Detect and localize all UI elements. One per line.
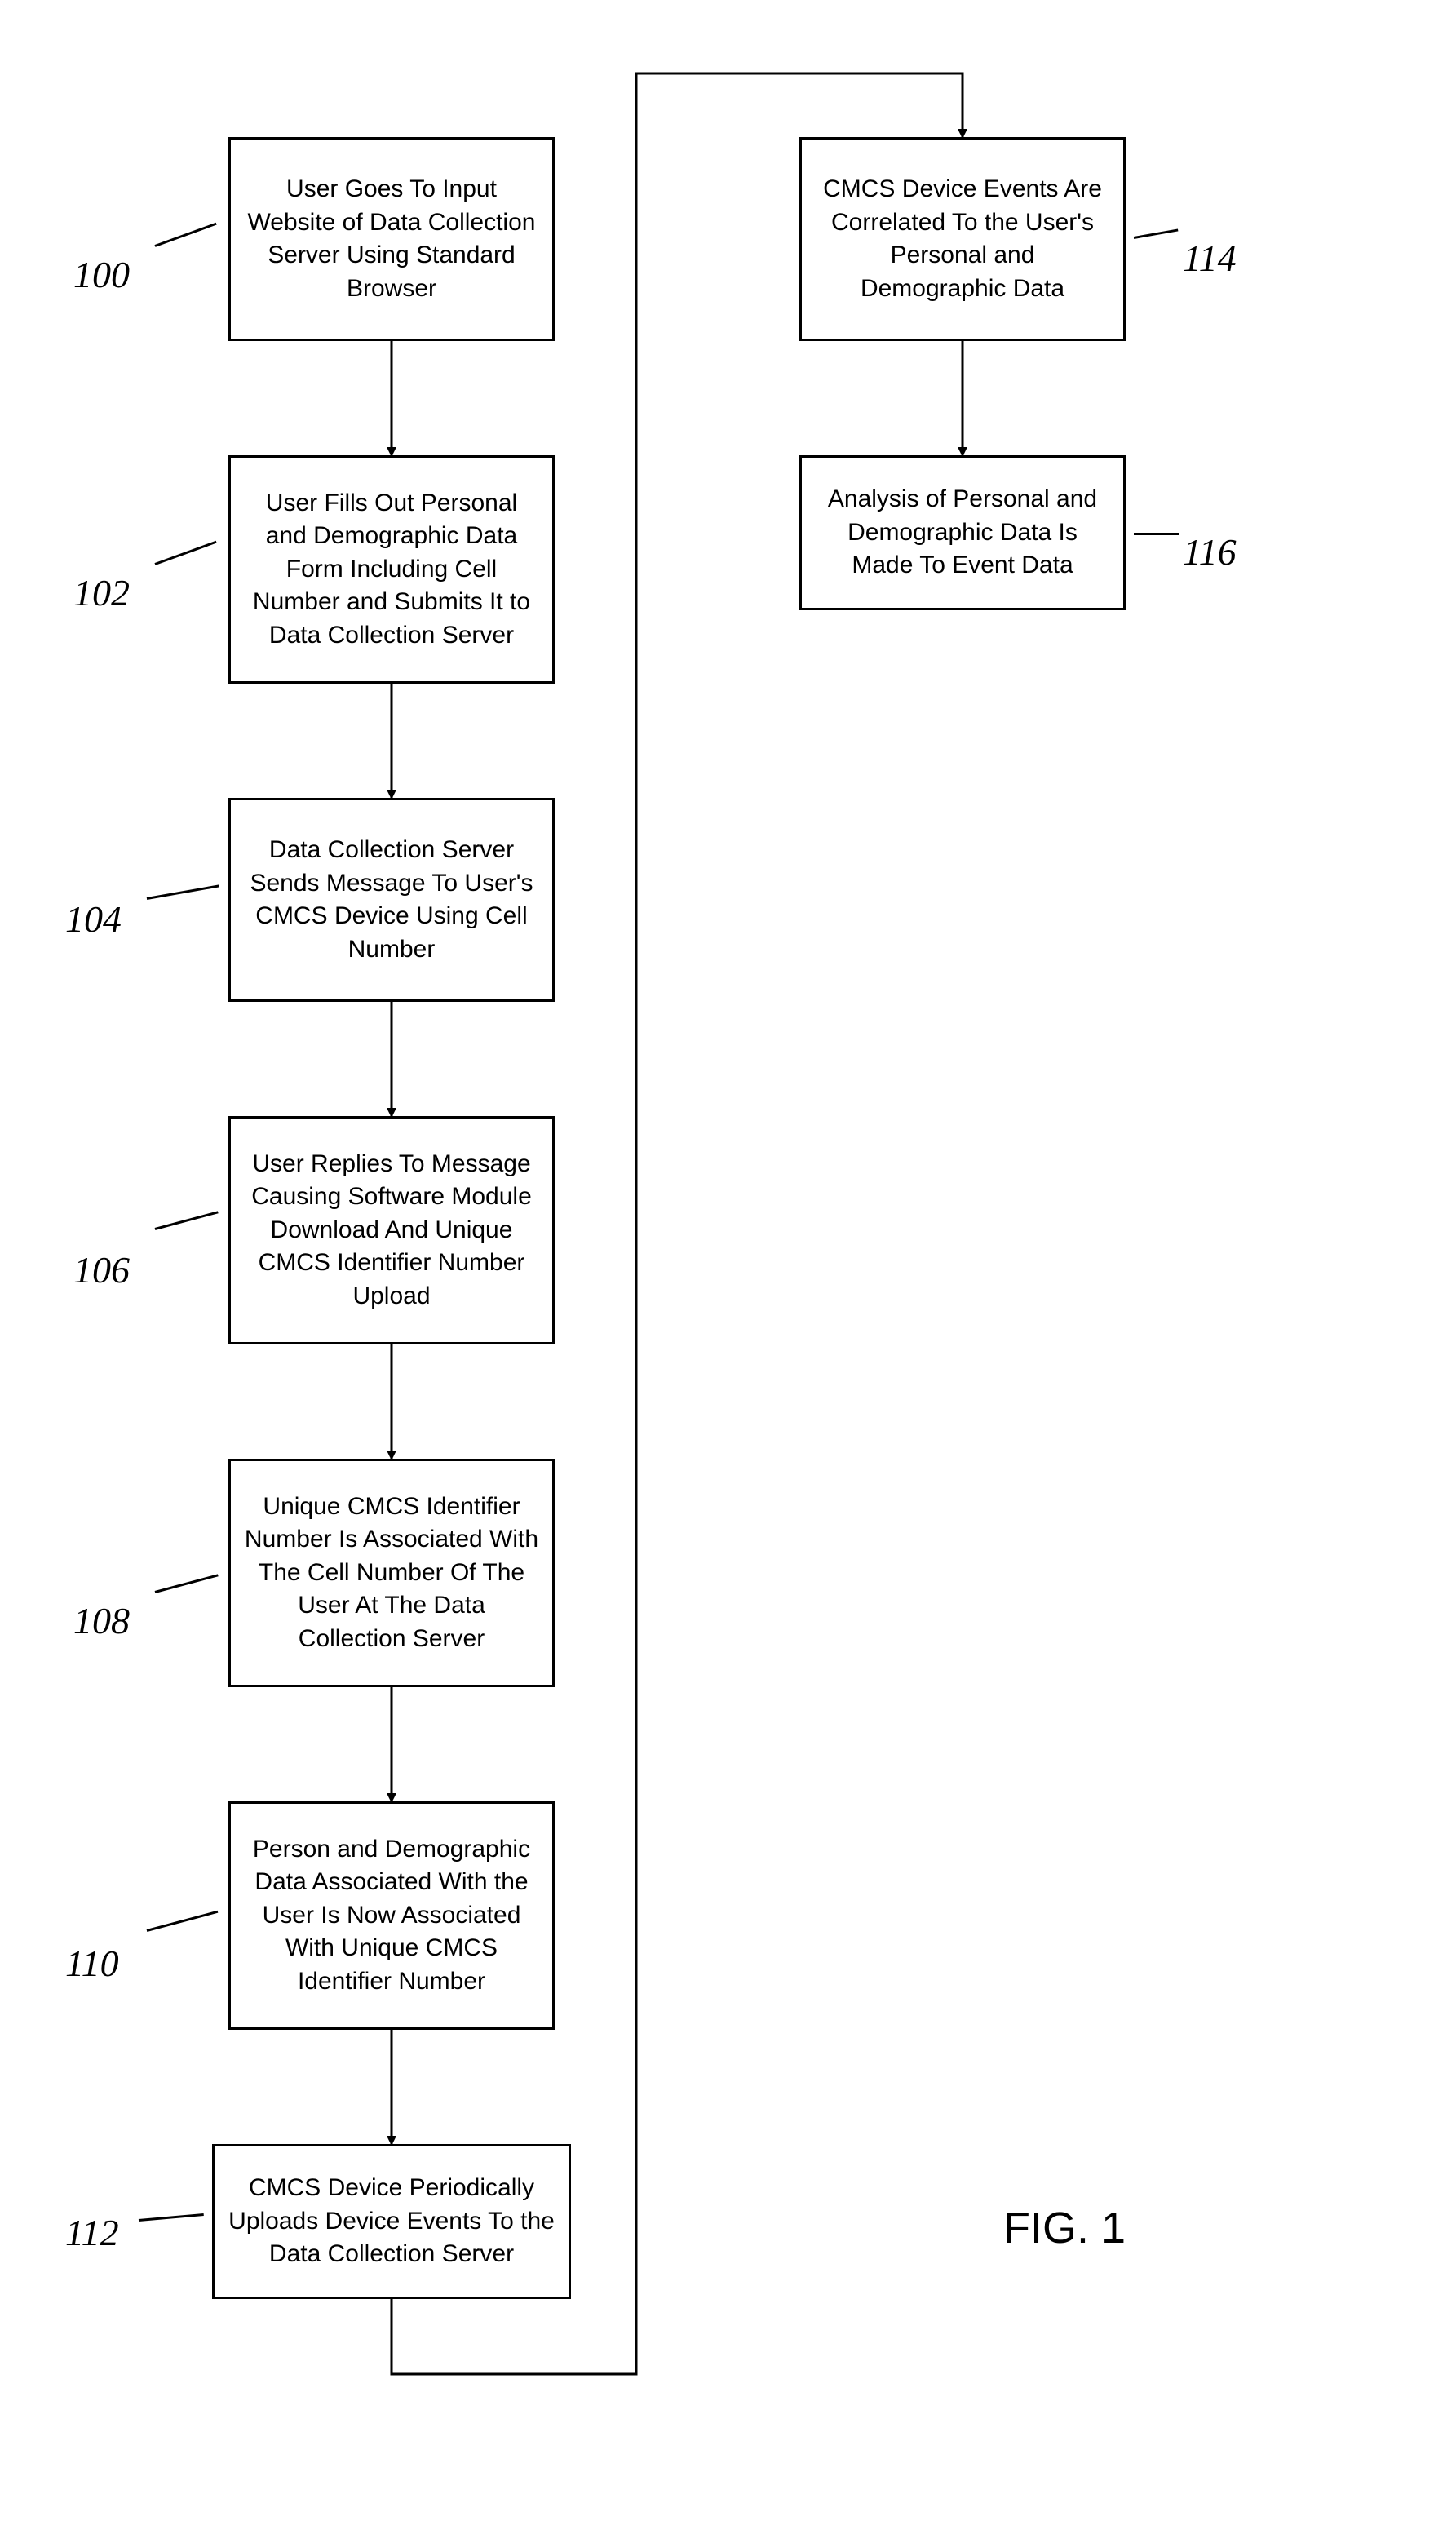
ref-label-110: 110 [65, 1942, 119, 1985]
node-106: User Replies To Message Causing Software… [228, 1116, 555, 1344]
node-108: Unique CMCS Identifier Number Is Associa… [228, 1459, 555, 1687]
node-114: CMCS Device Events Are Correlated To the… [799, 137, 1126, 341]
flowchart-canvas: User Goes To Input Website of Data Colle… [0, 0, 1456, 2525]
node-112: CMCS Device Periodically Uploads Device … [212, 2144, 571, 2299]
ref-label-114: 114 [1183, 237, 1237, 280]
node-104: Data Collection Server Sends Message To … [228, 798, 555, 1002]
ref-label-104: 104 [65, 897, 122, 941]
node-102: User Fills Out Personal and Demographic … [228, 455, 555, 684]
ref-label-106: 106 [73, 1248, 130, 1291]
node-116: Analysis of Personal and Demographic Dat… [799, 455, 1126, 610]
ref-label-108: 108 [73, 1599, 130, 1642]
node-110: Person and Demographic Data Associated W… [228, 1801, 555, 2030]
node-100: User Goes To Input Website of Data Colle… [228, 137, 555, 341]
ref-label-112: 112 [65, 2211, 119, 2254]
ref-label-102: 102 [73, 571, 130, 614]
figure-label: FIG. 1 [1003, 2203, 1126, 2253]
ref-label-100: 100 [73, 253, 130, 296]
ref-label-116: 116 [1183, 530, 1237, 574]
